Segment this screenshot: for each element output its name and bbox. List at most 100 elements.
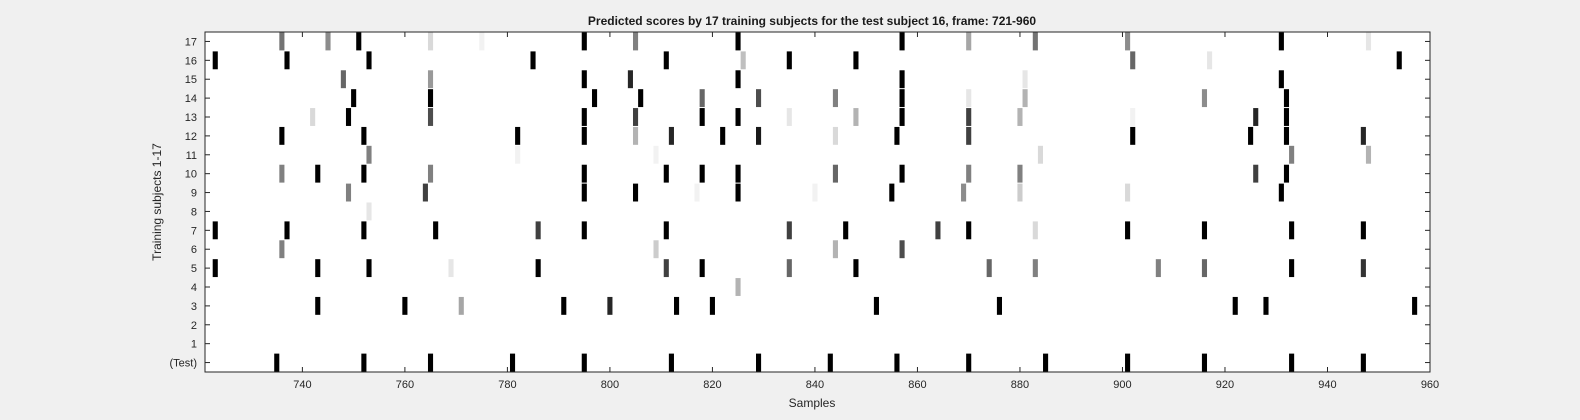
heatmap-cell	[1365, 145, 1372, 164]
x-tick-label: 880	[1011, 379, 1029, 391]
heatmap-cell	[581, 70, 587, 89]
heatmap-cell	[966, 89, 972, 108]
heatmap-cell	[351, 89, 357, 108]
heatmap-cell	[581, 183, 587, 202]
heatmap-cell	[843, 221, 849, 240]
heatmap-cell	[889, 183, 895, 202]
heatmap-cell	[966, 32, 972, 51]
heatmap-cell	[1130, 126, 1136, 145]
y-tick-label: 10	[185, 169, 197, 181]
heatmap-cell	[535, 221, 541, 240]
heatmap-cell	[786, 108, 792, 126]
x-axis-ticks: 740 760 780 800 820 840 860 880 900 920 940 960	[293, 32, 1439, 391]
heatmap-cell	[1278, 70, 1284, 89]
heatmap-cell	[966, 126, 972, 145]
heatmap-cell	[786, 51, 792, 70]
y-tick-label: 16	[185, 55, 197, 67]
y-tick-label: 2	[191, 320, 197, 332]
heatmap-cell	[1022, 89, 1028, 108]
y-tick-label: 7	[191, 225, 197, 237]
heatmap-cell	[1289, 145, 1295, 164]
heatmap-cell	[986, 259, 992, 278]
heatmap-cell	[361, 221, 367, 240]
heatmap-cell	[1125, 221, 1131, 240]
heatmap-cell	[366, 51, 372, 70]
y-tick-label: 14	[185, 93, 197, 105]
heatmap-cell	[996, 296, 1002, 315]
x-tick-label: 840	[806, 379, 824, 391]
heatmap-cell	[735, 164, 741, 183]
heatmap-cell	[1283, 126, 1290, 145]
heatmap-cell	[899, 108, 905, 126]
heatmap-cell	[899, 32, 905, 51]
heatmap-cell	[827, 353, 833, 372]
heatmap-cell	[1248, 126, 1254, 145]
heatmap-cell	[1360, 126, 1366, 145]
y-tick-label: 6	[191, 244, 197, 256]
heatmap-cell	[279, 240, 285, 259]
heatmap-cell	[756, 353, 762, 372]
heatmap-cell	[581, 32, 587, 51]
heatmap-cell	[812, 183, 818, 202]
heatmap-cell	[663, 164, 669, 183]
heatmap-cell	[345, 108, 352, 126]
heatmap-cell	[1032, 259, 1038, 278]
y-tick-label: 9	[191, 188, 197, 200]
heatmap-cell	[966, 353, 972, 372]
heatmap-cell	[832, 89, 838, 108]
y-tick-label: 1	[191, 339, 197, 351]
heatmap-cell	[894, 353, 900, 372]
heatmap-cell	[515, 145, 521, 164]
heatmap-cell	[1125, 353, 1131, 372]
heatmap-cell	[1283, 89, 1290, 108]
heatmap-cell	[1017, 183, 1023, 202]
heatmap-cell	[709, 296, 715, 315]
heatmap-cell	[345, 183, 352, 202]
heatmap-cell	[433, 221, 439, 240]
y-tick-label: 17	[185, 36, 197, 48]
heatmap-cell	[694, 183, 700, 202]
heatmap-cell	[581, 108, 587, 126]
x-tick-label: 740	[293, 379, 311, 391]
heatmap-cell	[427, 108, 434, 126]
heatmap-cell	[1201, 259, 1208, 278]
heatmap-cell	[212, 221, 218, 240]
heatmap-cell	[1130, 108, 1136, 126]
y-tick-label: 12	[185, 131, 197, 143]
heatmap-cell	[284, 51, 290, 70]
heatmap-cell	[310, 108, 316, 126]
heatmap-cell	[448, 259, 454, 278]
heatmap-cell	[853, 108, 859, 126]
x-tick-label: 800	[601, 379, 619, 391]
heatmap-cell	[668, 353, 674, 372]
y-tick-label: (Test)	[170, 358, 198, 370]
chart-title: Predicted scores by 17 training subjects…	[588, 14, 1036, 28]
heatmap-cell	[1360, 221, 1366, 240]
heatmap-cell	[735, 278, 741, 296]
heatmap-cell	[1365, 32, 1372, 51]
heatmap-cell	[699, 89, 705, 108]
y-tick-label: 3	[191, 301, 197, 313]
heatmap-cell	[853, 259, 859, 278]
heatmap-cell	[786, 221, 792, 240]
heatmap-cell	[735, 183, 741, 202]
heatmap-cell	[632, 183, 639, 202]
heatmap-cell	[1201, 221, 1208, 240]
x-tick-label: 780	[498, 379, 516, 391]
heatmap-cell	[581, 221, 587, 240]
heatmap-cell	[1289, 259, 1295, 278]
x-tick-label: 920	[1216, 379, 1234, 391]
heatmap-cell	[212, 259, 218, 278]
heatmap-cell	[1360, 259, 1366, 278]
heatmap-cell	[1278, 32, 1284, 51]
heatmap-cell	[832, 126, 838, 145]
heatmap-cell	[366, 259, 372, 278]
heatmap-cell	[1253, 108, 1259, 126]
heatmap-cell	[899, 70, 905, 89]
heatmap-cell	[1125, 32, 1131, 51]
heatmap-cell	[1360, 353, 1366, 372]
heatmap-cell	[530, 51, 536, 70]
heatmap-cell	[212, 51, 218, 70]
